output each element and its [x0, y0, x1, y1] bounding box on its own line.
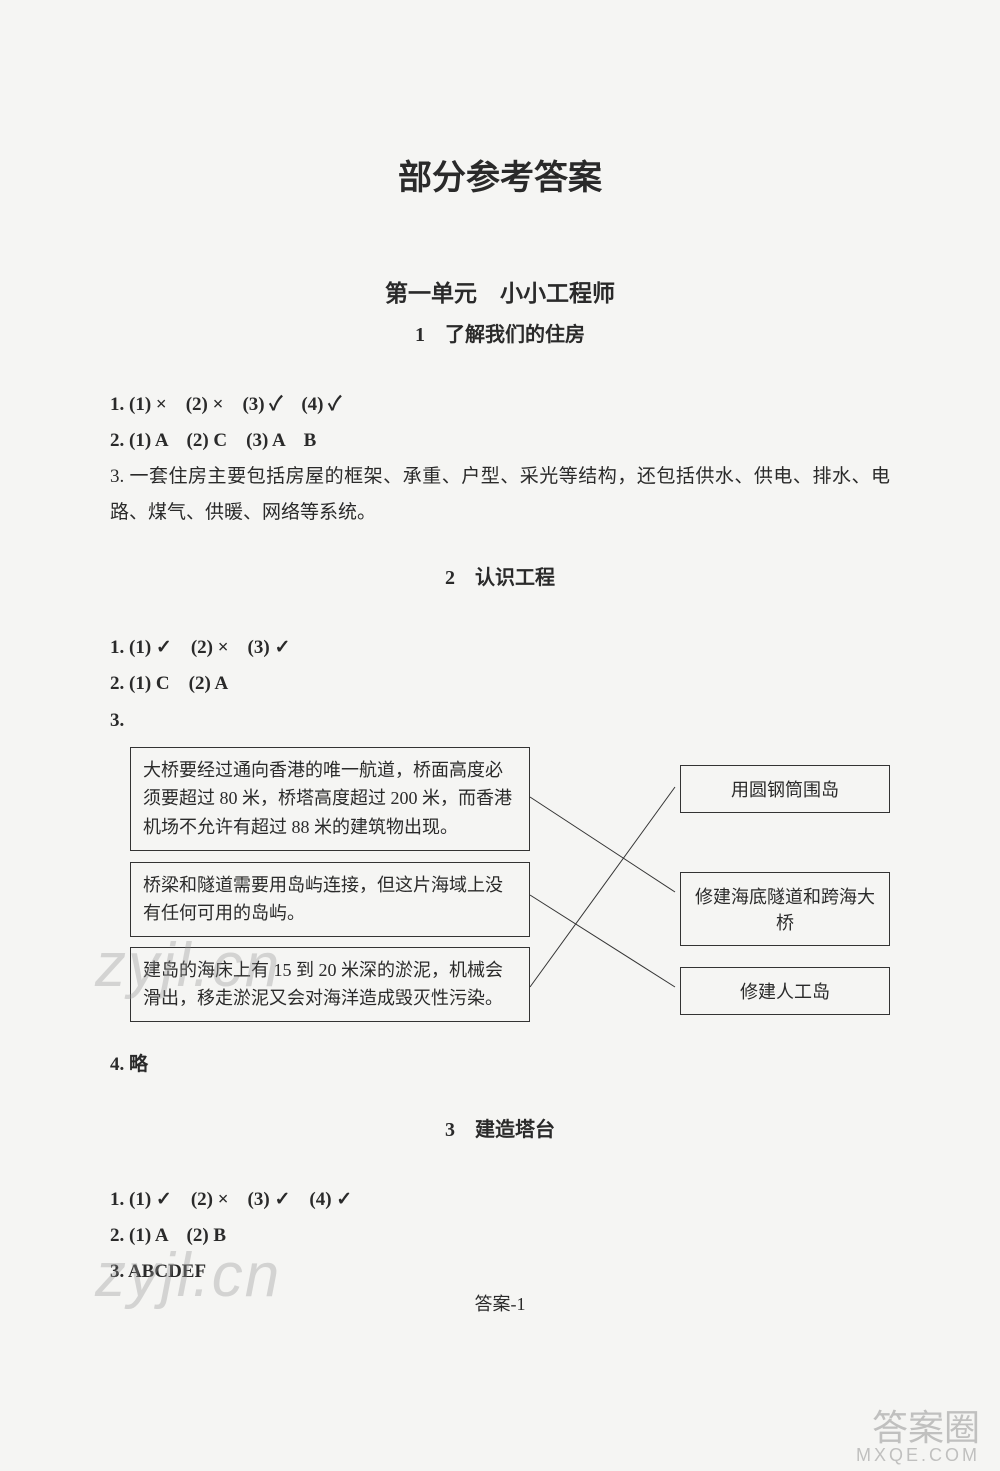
right-box-1: 用圆钢筒围岛: [680, 765, 890, 813]
s2-q3-label: 3.: [110, 703, 890, 739]
unit-title: 第一单元 小小工程师: [110, 274, 890, 308]
section-2-answers: 1. (1) ✓ (2) × (3) ✓ 2. (1) C (2) A 3. 大…: [110, 630, 890, 1082]
s1-q3: 3. 一套住房主要包括房屋的框架、承重、户型、采光等结构，还包括供水、供电、排水…: [110, 459, 890, 531]
s1-q1: 1. (1) × (2) × (3) ✓ (4) ✓: [110, 387, 890, 423]
s2-q2: 2. (1) C (2) A: [110, 666, 890, 702]
section-2-title: 2 认识工程: [110, 561, 890, 590]
s2-q1: 1. (1) ✓ (2) × (3) ✓: [110, 630, 890, 666]
s3-q3: 3. ABCDEF: [110, 1254, 890, 1290]
page-footer: 答案-1: [0, 1290, 1000, 1316]
section-3-answers: 1. (1) ✓ (2) × (3) ✓ (4) ✓ 2. (1) A (2) …: [110, 1182, 890, 1290]
right-box-3: 修建人工岛: [680, 967, 890, 1015]
s1-q2: 2. (1) A (2) C (3) A B: [110, 423, 890, 459]
section-1-answers: 1. (1) × (2) × (3) ✓ (4) ✓ 2. (1) A (2) …: [110, 387, 890, 531]
left-box-1: 大桥要经过通向香港的唯一航道，桥面高度必须要超过 80 米，桥塔高度超过 200…: [130, 747, 530, 851]
watermark-corner-sub: MXQE.COM: [856, 1445, 980, 1466]
s3-q2: 2. (1) A (2) B: [110, 1218, 890, 1254]
watermark-corner: 答案圈: [872, 1399, 980, 1451]
s3-q1: 1. (1) ✓ (2) × (3) ✓ (4) ✓: [110, 1182, 890, 1218]
right-box-2: 修建海底隧道和跨海大桥: [680, 872, 890, 946]
section-1-title: 1 了解我们的住房: [110, 318, 890, 347]
main-title: 部分参考答案: [110, 150, 890, 199]
matching-diagram: 大桥要经过通向香港的唯一航道，桥面高度必须要超过 80 米，桥塔高度超过 200…: [130, 747, 890, 1037]
left-box-3: 建岛的海床上有 15 到 20 米深的淤泥，机械会滑出，移走淤泥又会对海洋造成毁…: [130, 947, 530, 1023]
s2-q4: 4. 略: [110, 1047, 890, 1083]
left-box-2: 桥梁和隧道需要用岛屿连接，但这片海域上没有任何可用的岛屿。: [130, 862, 530, 938]
section-3-title: 3 建造塔台: [110, 1113, 890, 1142]
page-container: 部分参考答案 第一单元 小小工程师 1 了解我们的住房 1. (1) × (2)…: [0, 0, 1000, 1380]
